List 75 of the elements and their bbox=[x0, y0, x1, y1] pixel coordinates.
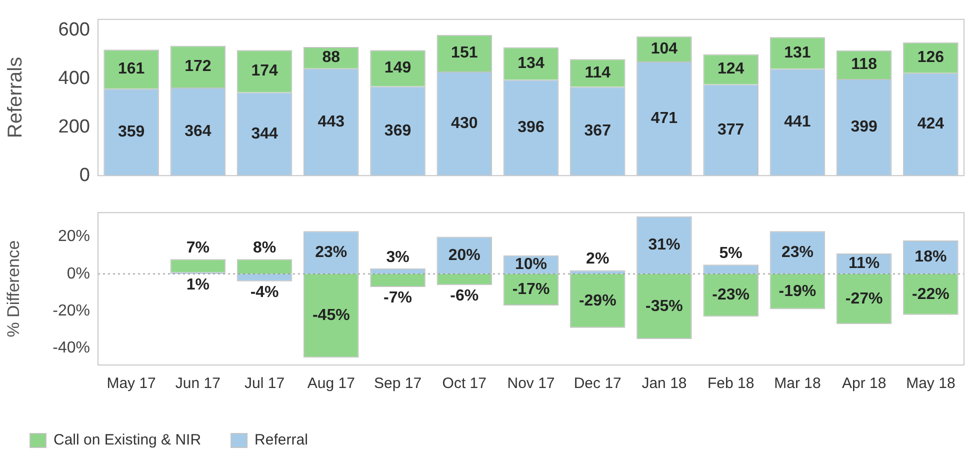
data-label: -22% bbox=[912, 286, 950, 303]
x-tick-label: Aug 17 bbox=[307, 375, 355, 392]
y-tick-label: -40% bbox=[52, 340, 90, 357]
data-label: 31% bbox=[648, 236, 680, 254]
data-label: -4% bbox=[250, 284, 279, 301]
x-tick-label: Jan 18 bbox=[642, 375, 687, 392]
data-label: 23% bbox=[315, 244, 348, 261]
data-label: 126 bbox=[917, 49, 944, 66]
data-label: -27% bbox=[845, 290, 883, 308]
data-label: 134 bbox=[518, 54, 544, 72]
x-tick-label: Apr 18 bbox=[842, 375, 886, 392]
data-label: 430 bbox=[451, 114, 478, 132]
y-tick-label: 600 bbox=[58, 20, 90, 41]
x-tick-label: May 18 bbox=[906, 375, 956, 392]
data-label: -17% bbox=[512, 281, 550, 298]
data-label: 3% bbox=[386, 248, 410, 266]
data-label: -19% bbox=[778, 282, 816, 300]
data-label: 118 bbox=[851, 56, 878, 74]
y-axis-title: % Difference bbox=[4, 240, 23, 338]
y-tick-label: 20% bbox=[58, 228, 90, 246]
data-label: 149 bbox=[384, 60, 412, 77]
data-label: 364 bbox=[184, 122, 212, 140]
data-label: 151 bbox=[451, 44, 478, 62]
y-tick-label: 400 bbox=[58, 68, 90, 89]
legend-label: Call on Existing & NIR bbox=[54, 432, 202, 449]
data-label: 369 bbox=[384, 122, 412, 140]
x-tick-label: Sep 17 bbox=[374, 375, 422, 392]
data-label: 7% bbox=[186, 239, 210, 256]
data-label: 377 bbox=[717, 121, 744, 138]
data-label: 396 bbox=[518, 119, 544, 136]
data-label: -29% bbox=[578, 292, 616, 310]
data-label: 23% bbox=[781, 244, 814, 261]
data-label: 114 bbox=[584, 64, 611, 82]
data-label: 443 bbox=[318, 113, 345, 130]
data-label: 424 bbox=[917, 116, 944, 133]
legend-label: Referral bbox=[254, 432, 308, 449]
data-label: 18% bbox=[914, 248, 947, 266]
data-label: 104 bbox=[650, 40, 678, 58]
data-label: -7% bbox=[384, 289, 412, 306]
y-tick-label: 0% bbox=[66, 265, 90, 282]
data-label: 172 bbox=[184, 58, 212, 76]
x-tick-label: Feb 18 bbox=[707, 375, 754, 392]
data-label: 367 bbox=[584, 122, 612, 140]
data-label: 359 bbox=[118, 124, 145, 141]
x-tick-label: Mar 18 bbox=[774, 375, 821, 392]
data-label: 174 bbox=[251, 62, 278, 80]
data-label: 1% bbox=[186, 276, 210, 294]
data-label: 88 bbox=[322, 49, 340, 66]
data-label: 20% bbox=[448, 246, 480, 264]
data-label: 131 bbox=[784, 44, 811, 62]
data-label: 344 bbox=[251, 125, 278, 142]
data-label: 8% bbox=[252, 239, 276, 256]
data-label: 471 bbox=[650, 110, 678, 127]
y-tick-label: -20% bbox=[52, 302, 90, 320]
x-tick-label: Oct 17 bbox=[442, 375, 486, 392]
data-label: 11% bbox=[848, 255, 880, 272]
x-tick-label: Jun 17 bbox=[175, 375, 220, 392]
y-axis-title: Referrals bbox=[4, 56, 27, 138]
data-label: 124 bbox=[717, 60, 744, 78]
data-label: 10% bbox=[514, 256, 548, 274]
y-tick-label: 0 bbox=[79, 164, 90, 186]
data-label: -45% bbox=[312, 307, 350, 324]
data-label: 399 bbox=[850, 118, 878, 136]
data-label: -35% bbox=[646, 298, 683, 315]
data-label: -6% bbox=[450, 287, 479, 304]
x-tick-label: Dec 17 bbox=[574, 375, 622, 392]
data-label: 441 bbox=[784, 114, 811, 131]
y-tick-label: 200 bbox=[58, 116, 90, 138]
data-label: 5% bbox=[719, 245, 742, 262]
data-label: 161 bbox=[118, 60, 145, 78]
x-tick-label: Jul 17 bbox=[244, 375, 285, 392]
x-tick-label: May 17 bbox=[106, 375, 156, 392]
data-label: -23% bbox=[712, 286, 750, 304]
data-label: 2% bbox=[586, 250, 610, 268]
x-tick-label: Nov 17 bbox=[507, 375, 555, 392]
